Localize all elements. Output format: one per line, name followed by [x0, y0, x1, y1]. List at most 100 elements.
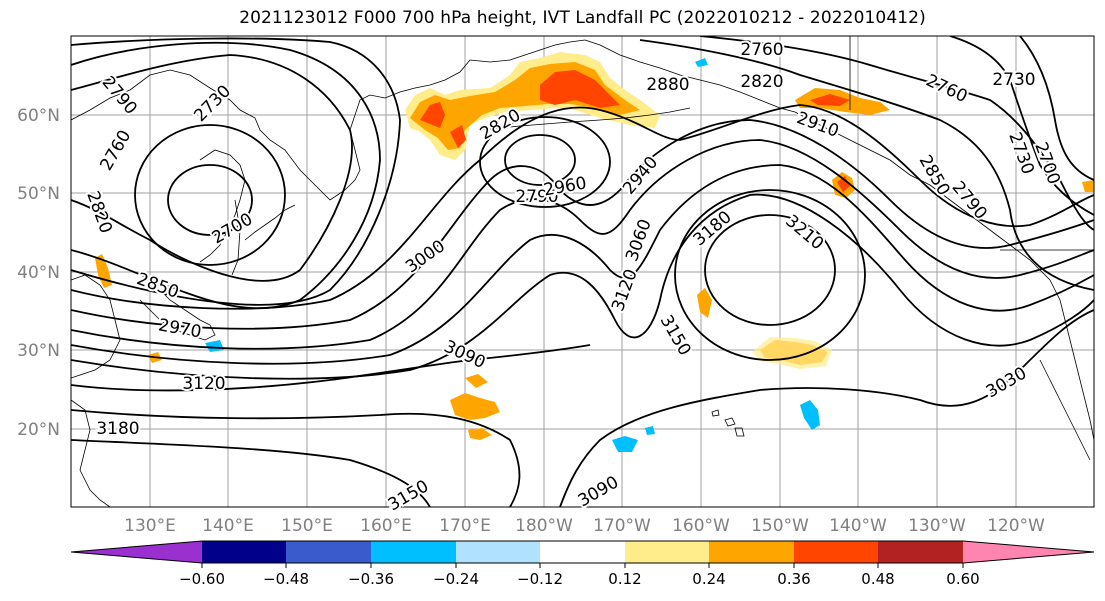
coast-baja: [1039, 359, 1091, 461]
colorbar-tick-label: 0.36: [777, 570, 810, 588]
coast-westcoast-us: [1059, 299, 1094, 441]
colorbar-tick-label: −0.60: [179, 570, 225, 588]
latitude-labels: 60°N 50°N 40°N 30°N 20°N: [17, 106, 60, 440]
contour-label: 3180: [96, 419, 139, 439]
colorbar-extend-low: [71, 541, 202, 563]
lon-tick-label: 130°E: [124, 516, 176, 536]
contour-zonal-5: [71, 193, 1094, 380]
contour-zonal-1: [71, 104, 1094, 310]
contour-south-1: [71, 344, 591, 392]
contour-label: 2790: [515, 187, 558, 207]
longitude-labels: 130°E 140°E 150°E 160°E 170°E 180°W 170°W 160°W…: [124, 516, 1045, 536]
lat-tick-label: 40°N: [17, 263, 60, 283]
contour-low-dateline-1: [504, 134, 576, 186]
contour-ne-1: [639, 39, 1094, 291]
ivt-positive-east: [1082, 180, 1094, 192]
contour-high-1: [704, 214, 836, 326]
colorbar-tick-label: 0.48: [861, 570, 894, 588]
lon-tick-label: 140°W: [829, 516, 887, 536]
colorbar: −0.60 −0.48 −0.36 −0.24 −0.12 0.12 0.24 0.36 0.4…: [70, 540, 1095, 588]
ivt-positive-south1: [450, 393, 500, 420]
colorbar-tick-label: 0.12: [608, 570, 641, 588]
contour-label: 3120: [182, 374, 225, 394]
colorbar-segment: [371, 541, 456, 563]
map-title: 2021123012 F000 700 hPa height, IVT Land…: [239, 8, 926, 28]
ivt-positive-south3: [465, 374, 488, 388]
coast-bc: [794, 111, 1061, 301]
contour-label: 2880: [646, 75, 689, 95]
contour-low-dateline-2: [479, 116, 611, 208]
contour-zonal-4: [71, 164, 1094, 365]
contour-ne-2: [699, 36, 1094, 231]
colorbar-segment: [202, 541, 286, 563]
lon-tick-label: 140°E: [202, 516, 254, 536]
ivt-negative-1: [800, 400, 820, 430]
coast-hawaii-2: [734, 427, 745, 437]
colorbar-tick-label: 0.24: [692, 570, 725, 588]
colorbar-tick-label: −0.48: [263, 570, 309, 588]
ivt-negative-2: [612, 436, 638, 452]
contour-ne-4: [1019, 36, 1094, 181]
height-contours: [71, 36, 1094, 507]
contour-south-4: [559, 309, 1094, 507]
coast-kuril: [244, 204, 296, 241]
lon-tick-label: 160°E: [360, 516, 412, 536]
coast-alaska-west: [469, 39, 586, 63]
colorbar-segment: [878, 541, 963, 563]
coast-chukotka: [384, 59, 471, 99]
contour-high-2: [674, 189, 866, 361]
contour-label: 2970: [157, 315, 203, 342]
lat-tick-label: 30°N: [17, 341, 60, 361]
lat-tick-label: 20°N: [17, 420, 60, 440]
contour-label: 2730: [992, 70, 1035, 90]
contour-ne-3: [949, 36, 1094, 216]
ivt-negative-3: [205, 340, 224, 352]
colorbar-segment: [709, 541, 794, 563]
coast-hawaii-1: [724, 417, 736, 427]
coast-sea-of-okhotsk: [199, 149, 246, 263]
contour-south-3: [71, 439, 431, 507]
colorbar-tick-label: 0.60: [946, 570, 979, 588]
contour-south-2: [71, 409, 521, 507]
contour-low-okhotsk-3: [71, 54, 353, 282]
coast-sakhalin: [231, 199, 241, 276]
coast-aleutians: [479, 107, 691, 131]
colorbar-segment: [794, 541, 878, 563]
ivt-positive-central: [697, 288, 712, 318]
colorbar-tick-label: −0.36: [348, 570, 394, 588]
map-frame: [70, 35, 1095, 508]
coastlines: [71, 36, 1094, 507]
ivt-positive-bc-core: [837, 176, 850, 192]
contour-label: 2820: [740, 72, 783, 92]
colorbar-segment: [286, 541, 371, 563]
ivt-positive-hawaii-ne-yellow: [752, 337, 832, 369]
ivt-positive-japan: [95, 254, 112, 288]
ivt-negative-5: [695, 58, 708, 67]
colorbar-extend-high: [963, 541, 1094, 563]
ivt-negative-4: [645, 426, 655, 435]
contour-zonal-3: [71, 139, 1094, 350]
lon-tick-label: 160°W: [672, 516, 730, 536]
contour-label: 2760: [740, 40, 783, 60]
lon-tick-label: 150°E: [281, 516, 333, 536]
contour-low-okhotsk-1: [167, 164, 253, 236]
ivt-positive-alaska-core: [420, 102, 445, 128]
lat-tick-label: 50°N: [17, 184, 60, 204]
coast-china-south: [71, 399, 111, 507]
ivt-positive-gulf-core: [810, 94, 850, 106]
ivt-positive-south2: [468, 428, 492, 440]
lon-tick-label: 130°W: [908, 516, 966, 536]
lat-tick-label: 60°N: [17, 106, 60, 126]
contour-zonal-2: [71, 119, 1094, 330]
lon-tick-label: 150°W: [751, 516, 809, 536]
colorbar-segment: [625, 541, 709, 563]
contour-upper-1: [71, 37, 401, 306]
coast-japan: [139, 279, 216, 341]
coast-asia-north: [71, 69, 331, 201]
colorbar-segment: [456, 541, 540, 563]
contour-low-okhotsk-2: [134, 124, 286, 266]
colorbar-tick-label: −0.24: [433, 570, 479, 588]
lon-tick-label: 170°E: [439, 516, 491, 536]
ivt-positive-alaska-core3: [450, 125, 466, 148]
